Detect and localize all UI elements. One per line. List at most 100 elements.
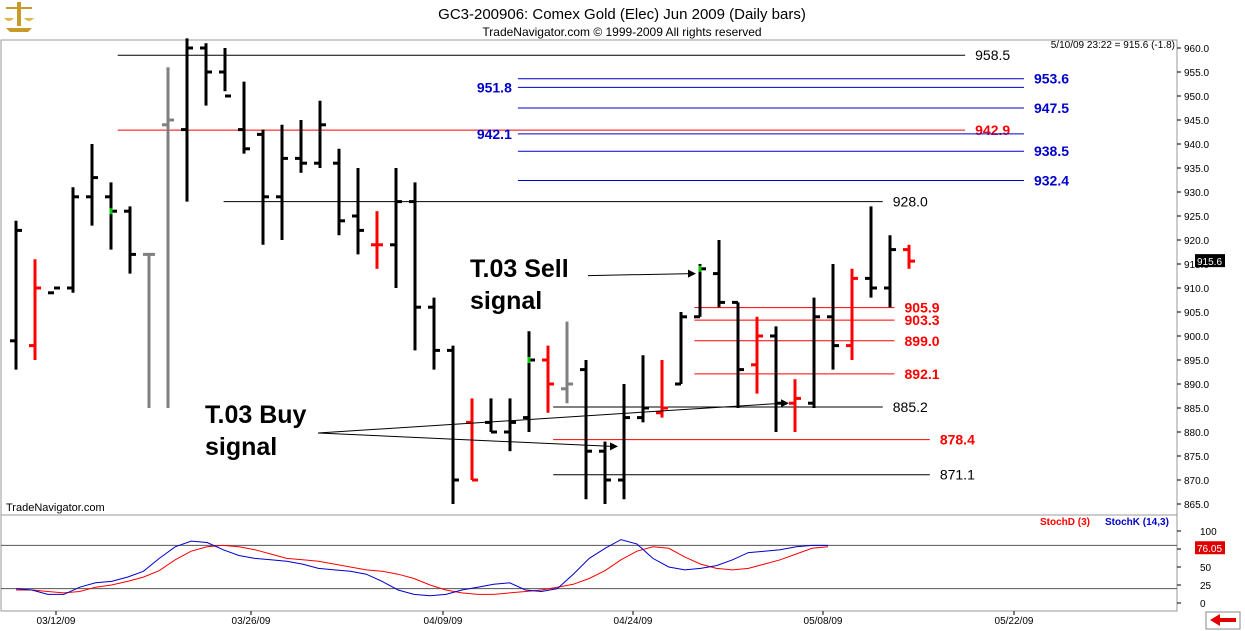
date-tick-label: 03/26/09 (232, 616, 271, 627)
price-tick-label: 865.0 (1184, 500, 1209, 511)
price-tick-label: 895.0 (1184, 356, 1209, 367)
ohlc-bar (238, 81, 250, 154)
price-tick-label: 950.0 (1184, 92, 1209, 103)
ohlc-bar (789, 379, 801, 432)
ohlc-bar (29, 259, 41, 360)
date-tick-label: 03/12/09 (37, 616, 76, 627)
price-tick-label: 930.0 (1184, 188, 1209, 199)
level-label: 947.5 (1034, 100, 1069, 116)
date-axis: 03/12/09 03/26/09 04/09/09 04/24/09 05/08/09… (37, 611, 1034, 627)
ohlc-bar (314, 100, 326, 168)
level-label: 938.5 (1034, 143, 1069, 159)
status-readout: 5/10/09 23:22 = 915.6 (-1.8) (1051, 40, 1175, 51)
stochastic-panel: 1007550250StochD (3)StochK (14,3)76.05 (1, 517, 1225, 610)
ohlc-bar (903, 244, 915, 269)
buy-signal-label: T.03 Buy (205, 401, 307, 429)
ohlc-bar (751, 316, 763, 394)
ohlc-bar (390, 168, 402, 288)
buy-signal-arrow (317, 432, 613, 447)
stoch-tick-label: 0 (1200, 599, 1206, 610)
price-tick-label: 890.0 (1184, 380, 1209, 391)
stoch-last-box (1195, 541, 1225, 555)
stoch-tick-label: 50 (1200, 563, 1212, 574)
scroll-left-button[interactable] (1205, 611, 1241, 630)
ohlc-bar (428, 297, 440, 370)
watermark: TradeNavigator.com (6, 502, 105, 514)
sell-signal-arrow (587, 273, 693, 277)
scales-logo-icon (4, 2, 34, 32)
ohlc-bar (865, 206, 877, 298)
level-label: 903.3 (905, 312, 940, 328)
ohlc-bar (694, 264, 706, 319)
price-tick-label: 925.0 (1184, 212, 1209, 223)
ohlc-bar (162, 67, 174, 408)
stoch-tick-label: 25 (1200, 581, 1212, 592)
buy-signal-label: signal (205, 433, 277, 461)
ohlc-bar (504, 398, 516, 452)
date-tick-label: 04/09/09 (424, 616, 463, 627)
sell-signal-label: T.03 Sell (470, 255, 569, 283)
price-tick-label: 880.0 (1184, 428, 1209, 439)
ohlc-bar (656, 360, 668, 418)
level-label: 942.1 (477, 126, 512, 142)
price-axis: 960.0 955.0 950.0 945.0 940.0 935.0 930.0 925.0… (1177, 44, 1225, 511)
ohlc-bar (181, 38, 193, 202)
level-label: 905.9 (905, 300, 940, 316)
ohlc-bar (67, 187, 79, 293)
buy-arrowhead (610, 442, 618, 451)
level-label: 958.5 (975, 47, 1010, 63)
ohlc-bar (371, 211, 383, 269)
price-tick-label: 875.0 (1184, 452, 1209, 463)
sell-arrowhead (688, 269, 696, 278)
ohlc-bar (466, 398, 478, 482)
ohlc-bar (105, 182, 117, 250)
level-label: 951.8 (477, 79, 512, 95)
level-label: 892.1 (905, 366, 940, 382)
price-tick-label: 905.0 (1184, 308, 1209, 319)
chart-title: GC3-200906: Comex Gold (Elec) Jun 2009 (… (438, 6, 806, 23)
price-tick-label: 920.0 (1184, 236, 1209, 247)
level-label: 942.9 (975, 122, 1010, 138)
ohlc-bar (352, 168, 364, 255)
ohlc-bar (257, 129, 269, 245)
annotations: T.03 Sell signal T.03 Buy signal (205, 255, 789, 461)
ohlc-bar (86, 144, 98, 226)
price-tick-label: 940.0 (1184, 140, 1209, 151)
ohlc-bar (827, 264, 839, 370)
ohlc-bar (561, 321, 573, 404)
ohlc-bar (219, 48, 231, 98)
ohlc-bar (276, 124, 288, 240)
ohlc-bar (675, 312, 687, 386)
level-label: 899.0 (905, 333, 940, 349)
stoch-last-label: 76.05 (1197, 544, 1222, 555)
stoch-series-line (15, 539, 828, 597)
level-label: 928.0 (893, 194, 928, 210)
ohlc-bar (599, 441, 611, 504)
ohlc-bar (637, 355, 649, 423)
date-tick-label: 05/08/09 (804, 616, 843, 627)
ohlc-bar (48, 286, 60, 295)
legend-stochk: StochK (14,3) (1105, 517, 1169, 528)
ohlc-bar (846, 268, 858, 360)
ohlc-bar (884, 235, 896, 308)
ohlc-bar (124, 206, 136, 274)
level-label: 932.4 (1034, 172, 1069, 188)
level-label: 871.1 (940, 467, 975, 483)
price-tick-label: 910.0 (1184, 284, 1209, 295)
buy-signal-arrow (317, 402, 784, 434)
stoch-tick-label: 100 (1200, 527, 1217, 538)
ohlc-bar (200, 43, 212, 106)
ohlc-bar (409, 182, 421, 351)
date-tick-label: 04/24/09 (614, 616, 653, 627)
ohlc-bar (295, 120, 307, 173)
price-tick-label: 955.0 (1184, 68, 1209, 79)
ohlc-bar (580, 360, 592, 500)
ohlc-bar (808, 297, 820, 408)
ohlc-bar (713, 240, 725, 308)
ohlc-bar (618, 384, 630, 500)
last-price-box (1195, 254, 1225, 268)
level-label: 878.4 (940, 432, 975, 448)
level-label: 885.2 (893, 399, 928, 415)
sell-signal-label: signal (470, 287, 542, 315)
